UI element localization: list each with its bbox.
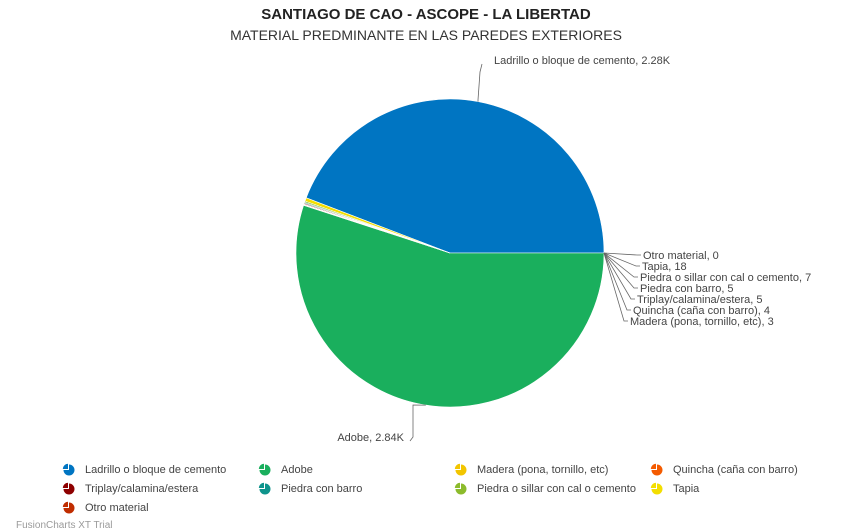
data-label-otro-material: Otro material, 0 xyxy=(643,250,719,262)
legend-label: Piedra o sillar con cal o cemento xyxy=(477,483,636,495)
pie-legend-icon xyxy=(62,482,75,495)
data-label-adobe: Adobe, 2.84K xyxy=(337,432,404,444)
data-label-quincha-cana-con-barro: Quincha (caña con barro), 4 xyxy=(633,305,770,317)
label-line-piedra-o-sillar-con-cal-o-cemento xyxy=(603,252,638,278)
label-line-piedra-con-barro xyxy=(603,252,638,289)
legend-label: Adobe xyxy=(281,464,313,476)
chart-title: SANTIAGO DE CAO - ASCOPE - LA LIBERTAD xyxy=(261,6,591,23)
legend-label: Triplay/calamina/estera xyxy=(85,483,199,495)
data-label-tapia: Tapia, 18 xyxy=(642,261,687,273)
label-line-otro-material xyxy=(603,252,641,256)
pie-slice-tapia[interactable] xyxy=(304,197,451,254)
data-label-piedra-o-sillar-con-cal-o-cemento: Piedra o sillar con cal o cemento, 7 xyxy=(640,272,811,284)
pie-legend-icon xyxy=(62,463,75,476)
pie-legend-icon xyxy=(62,501,75,514)
pie-legend-icon xyxy=(454,482,467,495)
legend-label: Madera (pona, tornillo, etc) xyxy=(477,464,609,476)
pie-chart: Ladrillo o bloque de cemento, 2.28K Adobe… xyxy=(295,55,811,444)
label-line-adobe xyxy=(409,404,426,442)
data-label-triplay-calamina-estera: Triplay/calamina/estera, 5 xyxy=(637,294,763,306)
pie-legend-icon xyxy=(454,463,467,476)
chart-subtitle: MATERIAL PREDMINANTE EN LAS PAREDES EXTE… xyxy=(230,27,622,43)
label-line-madera-pona-tornillo-etc xyxy=(603,252,628,322)
label-line-triplay-calamina-estera xyxy=(603,252,635,300)
data-label-piedra-con-barro: Piedra con barro, 5 xyxy=(640,283,734,295)
legend-label: Piedra con barro xyxy=(281,483,363,495)
pie-legend-icon xyxy=(258,482,271,495)
legend-label: Otro material xyxy=(85,502,149,514)
legend-label: Tapia xyxy=(673,483,700,495)
pie-legend-icon xyxy=(650,482,663,495)
label-line-ladrillo-o-bloque-de-cemento xyxy=(477,63,483,102)
label-line-tapia xyxy=(603,252,640,267)
legend-label: Quincha (caña con barro) xyxy=(673,464,798,476)
pie-legend-icon xyxy=(258,463,271,476)
data-label-madera-pona-tornillo-etc: Madera (pona, tornillo, etc), 3 xyxy=(630,316,774,328)
legend-label: Ladrillo o bloque de cemento xyxy=(85,464,227,476)
data-label-ladrillo-o-bloque-de-cemento: Ladrillo o bloque de cemento, 2.28K xyxy=(494,55,671,67)
trial-credit: FusionCharts XT Trial xyxy=(16,520,113,531)
pie-legend-icon xyxy=(650,463,663,476)
label-line-quincha-cana-con-barro xyxy=(603,252,631,311)
